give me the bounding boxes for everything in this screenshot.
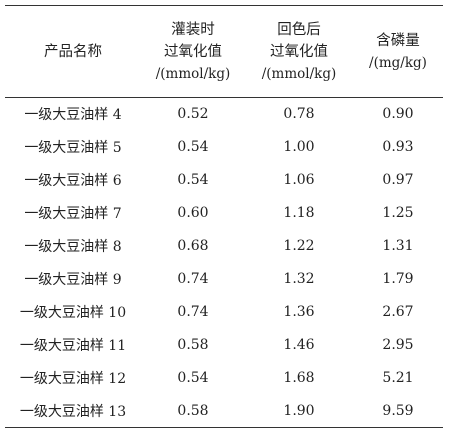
cell-peroxide-filling: 0.54 bbox=[177, 370, 209, 386]
table-body: 一级大豆油样 4 0.52 0.78 0.90 一级大豆油样 5 0.54 1.… bbox=[5, 98, 443, 428]
cell-peroxide-filling: 0.74 bbox=[177, 271, 209, 287]
table-row: 一级大豆油样 10 0.74 1.36 2.67 bbox=[5, 296, 443, 329]
cell-product-name: 一级大豆油样 10 bbox=[19, 305, 127, 321]
cell-product-name: 一级大豆油样 6 bbox=[24, 173, 122, 189]
table-header: 产品名称 灌装时 过氧化值 /(mmol/kg) 回色后 过氧化值 /(mmol… bbox=[5, 5, 443, 98]
cell-product-name: 一级大豆油样 11 bbox=[19, 338, 127, 354]
table-row: 一级大豆油样 13 0.58 1.90 9.59 bbox=[5, 394, 443, 428]
cell-peroxide-reverted: 0.78 bbox=[283, 106, 315, 123]
cell-peroxide-filling: 0.54 bbox=[177, 172, 209, 188]
table-row: 一级大豆油样 6 0.54 1.06 0.97 bbox=[5, 164, 443, 197]
header-peroxide-reverted-line1: 回色后 bbox=[277, 21, 321, 38]
cell-phosphorus: 0.97 bbox=[382, 172, 414, 188]
header-phosphorus-unit: /(mg/kg) bbox=[369, 54, 427, 71]
cell-phosphorus: 1.25 bbox=[382, 205, 414, 221]
cell-peroxide-reverted: 1.68 bbox=[283, 370, 315, 386]
cell-phosphorus: 0.93 bbox=[382, 139, 414, 155]
cell-product-name: 一级大豆油样 12 bbox=[19, 371, 127, 387]
cell-peroxide-reverted: 1.90 bbox=[245, 394, 353, 428]
cell-product-name: 一级大豆油样 9 bbox=[24, 272, 122, 288]
cell-peroxide-filling: 0.74 bbox=[177, 304, 209, 320]
header-product-name-text: 产品名称 bbox=[44, 43, 102, 60]
cell-peroxide-reverted: 1.46 bbox=[283, 337, 315, 353]
header-phosphorus: 含磷量 /(mg/kg) bbox=[353, 5, 443, 98]
table-row: 一级大豆油样 12 0.54 1.68 5.21 bbox=[5, 362, 443, 395]
cell-peroxide-reverted: 1.00 bbox=[283, 139, 315, 155]
cell-product-name: 一级大豆油样 4 bbox=[24, 107, 122, 124]
cell-phosphorus: 1.79 bbox=[382, 271, 414, 287]
data-table: 产品名称 灌装时 过氧化值 /(mmol/kg) 回色后 过氧化值 /(mmol… bbox=[5, 5, 443, 428]
cell-product-name: 一级大豆油样 7 bbox=[24, 206, 122, 222]
table-row: 一级大豆油样 11 0.58 1.46 2.95 bbox=[5, 329, 443, 362]
cell-peroxide-filling: 0.60 bbox=[177, 205, 209, 221]
cell-peroxide-reverted: 1.06 bbox=[283, 172, 315, 188]
table-row: 一级大豆油样 4 0.52 0.78 0.90 bbox=[5, 98, 443, 131]
header-peroxide-reverted-line2: 过氧化值 bbox=[270, 43, 328, 60]
header-peroxide-filling: 灌装时 过氧化值 /(mmol/kg) bbox=[141, 5, 245, 98]
cell-peroxide-reverted: 1.18 bbox=[283, 205, 315, 221]
cell-peroxide-filling: 0.58 bbox=[177, 337, 209, 353]
cell-peroxide-reverted: 1.22 bbox=[283, 238, 315, 254]
cell-peroxide-filling: 0.68 bbox=[177, 238, 209, 254]
cell-product-name: 一级大豆油样 5 bbox=[24, 140, 122, 156]
cell-phosphorus: 9.59 bbox=[353, 394, 443, 428]
cell-peroxide-filling: 0.54 bbox=[177, 139, 209, 155]
table-row: 一级大豆油样 9 0.74 1.32 1.79 bbox=[5, 263, 443, 296]
cell-phosphorus: 2.67 bbox=[382, 304, 414, 320]
cell-peroxide-reverted: 1.36 bbox=[283, 304, 315, 320]
cell-product-name: 一级大豆油样 13 bbox=[5, 394, 141, 428]
table-row: 一级大豆油样 8 0.68 1.22 1.31 bbox=[5, 230, 443, 263]
header-peroxide-filling-line2: 过氧化值 bbox=[164, 43, 222, 60]
header-peroxide-reverted-unit: /(mmol/kg) bbox=[261, 65, 337, 82]
table-row: 一级大豆油样 7 0.60 1.18 1.25 bbox=[5, 197, 443, 230]
cell-phosphorus: 0.90 bbox=[382, 106, 414, 123]
header-row: 产品名称 灌装时 过氧化值 /(mmol/kg) 回色后 过氧化值 /(mmol… bbox=[5, 5, 443, 98]
header-peroxide-filling-line1: 灌装时 bbox=[171, 21, 215, 38]
cell-product-name: 一级大豆油样 8 bbox=[24, 239, 122, 255]
cell-peroxide-filling: 0.58 bbox=[141, 394, 245, 428]
header-peroxide-filling-unit: /(mmol/kg) bbox=[155, 65, 231, 82]
cell-phosphorus: 1.31 bbox=[382, 238, 414, 254]
header-peroxide-reverted: 回色后 过氧化值 /(mmol/kg) bbox=[245, 5, 353, 98]
cell-peroxide-filling: 0.52 bbox=[177, 106, 209, 123]
table-row: 一级大豆油样 5 0.54 1.00 0.93 bbox=[5, 131, 443, 164]
cell-peroxide-reverted: 1.32 bbox=[283, 271, 315, 287]
cell-phosphorus: 5.21 bbox=[382, 370, 414, 386]
header-phosphorus-line1: 含磷量 bbox=[376, 32, 420, 49]
header-product-name: 产品名称 bbox=[5, 5, 141, 98]
cell-phosphorus: 2.95 bbox=[382, 337, 414, 353]
